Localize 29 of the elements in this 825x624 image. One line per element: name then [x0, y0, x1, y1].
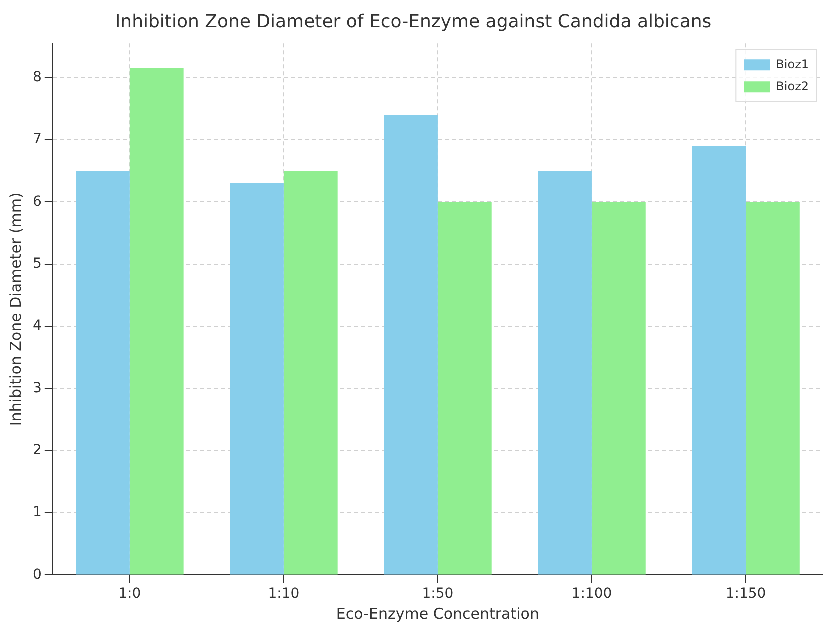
bar: [130, 68, 184, 575]
y-tick-label: 1: [32, 504, 42, 521]
y-tick-label: 5: [32, 256, 42, 272]
x-tick-label: 1:0: [118, 586, 142, 602]
bar: [692, 146, 746, 575]
bar: [284, 171, 338, 575]
bar: [438, 202, 492, 575]
legend-label: Bioz2: [776, 80, 809, 94]
bar: [230, 183, 284, 575]
bar: [384, 115, 438, 575]
y-tick-label: 8: [32, 69, 42, 86]
bar: [538, 171, 592, 575]
x-tick-label: 1:150: [726, 586, 766, 602]
y-tick-label: 6: [32, 194, 42, 210]
chart-title: Inhibition Zone Diameter of Eco-Enzyme against Candida albicans: [115, 11, 712, 32]
y-tick-label: 3: [32, 380, 42, 396]
y-axis-title: Inhibition Zone Diameter (mm): [6, 192, 25, 426]
x-axis-title: Eco-Enzyme Concentration: [336, 604, 540, 623]
legend-label: Bioz1: [776, 58, 809, 72]
x-tick-label: 1:50: [422, 586, 454, 602]
y-tick-label: 4: [32, 318, 42, 334]
y-tick-label: 0: [32, 566, 42, 583]
bar: [76, 171, 130, 575]
x-tick-label: 1:10: [268, 586, 300, 602]
y-tick-label: 2: [32, 442, 42, 458]
y-tick-label: 7: [32, 132, 42, 148]
bar: [592, 202, 646, 575]
bar: [746, 202, 800, 575]
x-tick-label: 1:100: [572, 586, 612, 602]
